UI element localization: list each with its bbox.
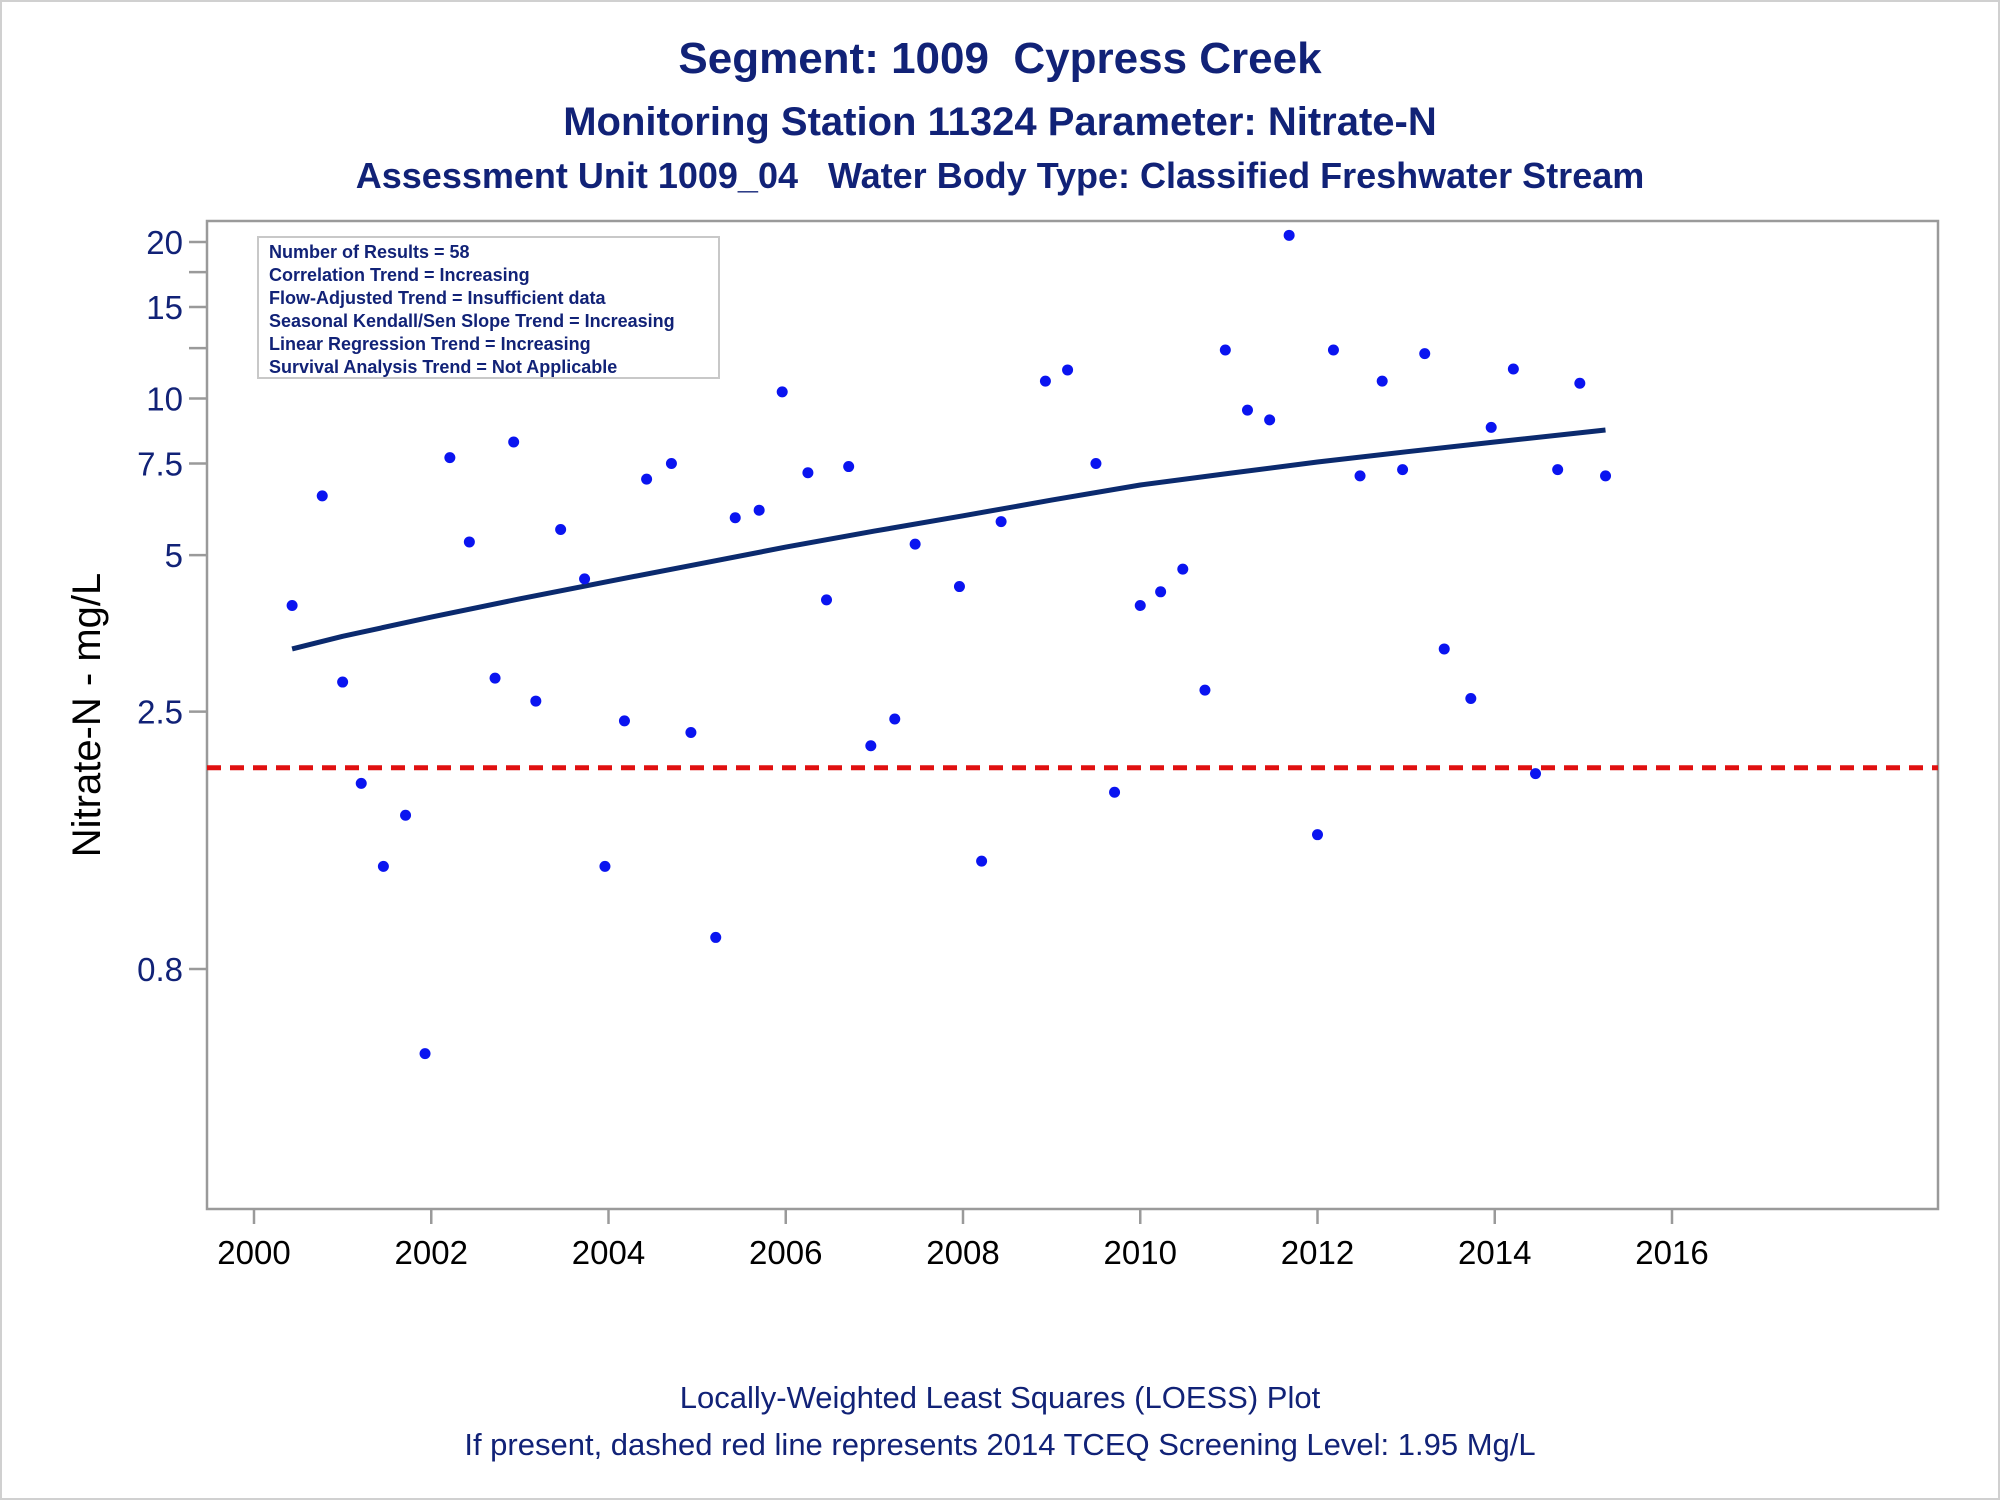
- data-point: [821, 594, 833, 606]
- stats-box-line: Seasonal Kendall/Sen Slope Trend = Incre…: [269, 311, 675, 331]
- x-tick-label: 2004: [572, 1234, 645, 1271]
- data-point: [1155, 586, 1167, 598]
- data-point: [618, 715, 630, 727]
- data-point: [665, 458, 677, 470]
- data-point: [995, 516, 1007, 528]
- data-point: [776, 386, 788, 398]
- data-point: [1485, 421, 1497, 433]
- data-point: [1199, 684, 1211, 696]
- data-point: [641, 473, 653, 485]
- data-point: [1530, 768, 1542, 780]
- stats-box-line: Correlation Trend = Increasing: [269, 265, 530, 285]
- loess-trend-line: [291, 427, 1606, 652]
- footer-note-loess: Locally-Weighted Least Squares (LOESS) P…: [679, 1380, 1321, 1415]
- x-tick-label: 2008: [926, 1234, 999, 1271]
- data-point: [1327, 344, 1339, 356]
- chart-title: Segment: 1009 Cypress Creek: [678, 34, 1322, 83]
- stats-box-line: Linear Regression Trend = Increasing: [269, 334, 591, 354]
- x-tick-label: 2010: [1104, 1234, 1177, 1271]
- x-tick-label: 2016: [1635, 1234, 1708, 1271]
- stats-box: [257, 236, 720, 379]
- data-point: [889, 713, 901, 725]
- data-point: [1283, 229, 1295, 241]
- data-point: [1507, 363, 1519, 375]
- data-point: [444, 452, 456, 464]
- data-point: [337, 676, 349, 688]
- data-point: [463, 536, 475, 548]
- data-point: [1465, 692, 1477, 704]
- data-point: [579, 573, 591, 585]
- x-tick-label: 2006: [749, 1234, 822, 1271]
- data-point: [1419, 348, 1431, 360]
- data-point: [1600, 470, 1612, 482]
- data-point: [1264, 414, 1276, 426]
- y-axis-label: Nitrate-N - mg/L: [65, 573, 109, 858]
- data-point: [489, 672, 501, 684]
- data-point: [843, 461, 855, 473]
- data-point: [377, 860, 389, 872]
- data-point: [1241, 404, 1253, 416]
- data-point: [1039, 375, 1051, 387]
- stats-box-line: Survival Analysis Trend = Not Applicable: [269, 357, 617, 377]
- y-tick-label: 0.8: [137, 951, 183, 988]
- data-point: [286, 600, 298, 611]
- y-tick-label: 15: [146, 289, 183, 326]
- y-tick-label: 10: [146, 381, 183, 418]
- chart-subtitle: Monitoring Station 11324 Parameter: Nitr…: [563, 100, 1437, 144]
- data-point: [599, 860, 611, 872]
- data-point: [909, 538, 921, 550]
- x-tick-label: 2012: [1281, 1234, 1354, 1271]
- x-tick-label: 2014: [1458, 1234, 1531, 1271]
- data-point: [419, 1048, 431, 1060]
- data-point: [530, 695, 542, 707]
- footer-note-screening: If present, dashed red line represents 2…: [464, 1427, 1536, 1462]
- data-point: [400, 809, 412, 821]
- x-tick-label: 2000: [217, 1234, 290, 1271]
- data-point: [1438, 643, 1450, 655]
- data-point: [865, 740, 877, 752]
- x-tick-label: 2002: [395, 1234, 468, 1271]
- data-point: [1574, 377, 1586, 389]
- data-point: [953, 581, 965, 593]
- stats-box-line: Flow-Adjusted Trend = Insufficient data: [269, 288, 607, 308]
- data-point: [685, 726, 697, 738]
- data-point: [1397, 464, 1409, 476]
- data-point: [1354, 470, 1366, 482]
- data-point: [710, 931, 722, 943]
- data-point: [1376, 375, 1388, 387]
- data-point: [1552, 464, 1564, 476]
- data-point: [1219, 344, 1231, 356]
- data-point: [802, 467, 814, 479]
- data-point: [1062, 364, 1074, 376]
- data-point: [753, 504, 765, 516]
- plot-area-frame: [205, 219, 1940, 1211]
- data-point: [508, 436, 520, 448]
- y-tick-label: 7.5: [137, 446, 183, 483]
- data-point: [316, 490, 328, 502]
- data-point: [355, 777, 367, 789]
- data-point: [1177, 563, 1189, 575]
- data-point: [1090, 458, 1102, 470]
- data-point: [555, 524, 567, 536]
- data-point: [976, 855, 988, 867]
- stats-box-line: Number of Results = 58: [269, 242, 470, 262]
- chart-subtitle-2: Assessment Unit 1009_04 Water Body Type:…: [355, 155, 1645, 196]
- data-point: [729, 512, 741, 524]
- data-point: [1312, 829, 1323, 841]
- data-point: [1109, 786, 1121, 798]
- y-tick-label: 2.5: [137, 694, 183, 731]
- y-tick-label: 20: [146, 224, 183, 261]
- data-point: [1134, 600, 1146, 611]
- y-tick-label: 5: [165, 537, 183, 574]
